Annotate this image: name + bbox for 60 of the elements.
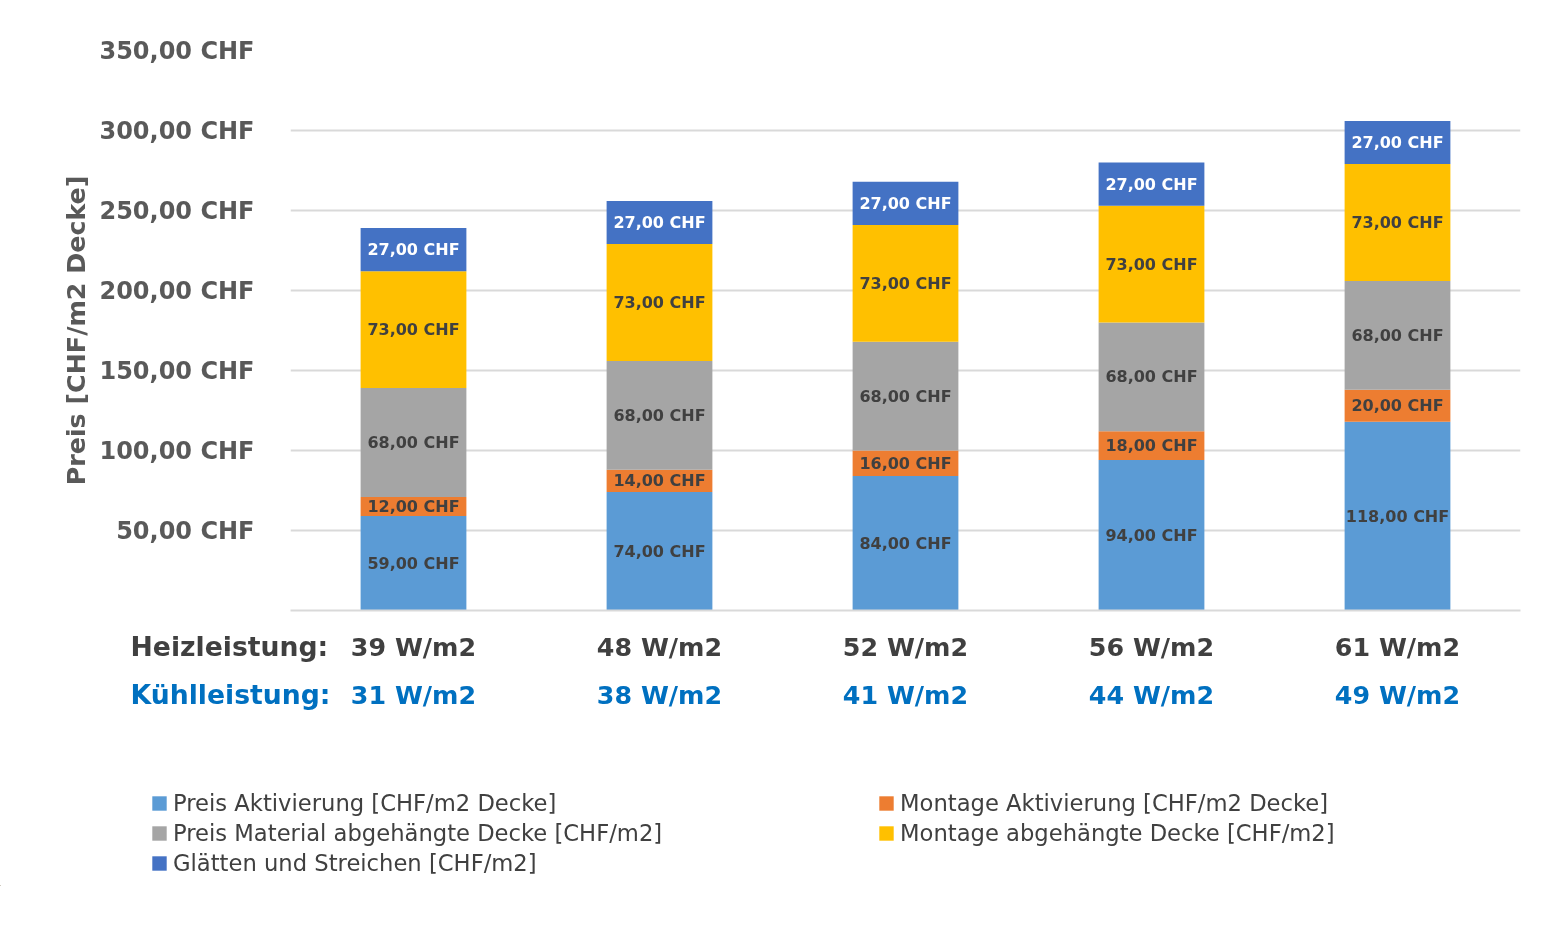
data-label: 73,00 CHF — [1105, 254, 1198, 274]
legend-label: Montage Aktivierung [CHF/m2 Decke] — [900, 790, 1330, 816]
data-label: 68,00 CHF — [613, 405, 706, 425]
data-label: 68,00 CHF — [1351, 325, 1444, 345]
data-label: 74,00 CHF — [613, 541, 706, 561]
data-label: 68,00 CHF — [367, 433, 460, 452]
category-label: 48 W/m2 38 W/m2 — [596, 631, 723, 710]
bar — [1344, 421, 1451, 611]
data-label: 73,00 CHF — [859, 273, 952, 293]
data-label: 18,00 CHF — [1105, 436, 1198, 456]
data-label: 27,00 CHF — [367, 240, 460, 260]
legend-label: Preis Aktivierung [CHF/m2 Decke] — [173, 790, 558, 816]
category-label: 61 W/m2 49 W/m2 — [1334, 631, 1461, 710]
bar — [606, 244, 713, 361]
bar — [1098, 322, 1205, 432]
bar — [852, 476, 959, 611]
y-tick-label: 250,00 CHF — [99, 196, 255, 225]
bar — [606, 360, 713, 470]
y-axis-title: Preis [CHF/m2 Decke] — [61, 175, 92, 486]
category-label: 52 W/m2 41 W/m2 — [842, 631, 969, 710]
data-label: 16,00 CHF — [859, 453, 952, 473]
data-label: 84,00 CHF — [859, 533, 952, 553]
legend-label: Montage abgehängte Decke [CHF/m2] — [900, 820, 1336, 846]
data-label: 12,00 CHF — [367, 497, 460, 516]
bar — [1098, 460, 1205, 611]
data-label: 20,00 CHF — [1351, 396, 1444, 416]
legend-label: Preis Material abgehängte Decke [CHF/m2] — [173, 820, 664, 846]
bar — [360, 516, 467, 611]
y-tick-label: 50,00 CHF — [116, 516, 255, 545]
bar — [1344, 164, 1451, 281]
data-label: 59,00 CHF — [367, 553, 460, 573]
y-tick-label: 300,00 CHF — [99, 116, 255, 145]
bar — [606, 492, 713, 611]
data-label: 27,00 CHF — [613, 213, 706, 232]
data-label: 14,00 CHF — [613, 471, 706, 491]
data-label: 118,00 CHF — [1345, 506, 1450, 526]
data-label: 27,00 CHF — [1105, 174, 1198, 194]
bar — [1098, 205, 1205, 323]
data-label: 73,00 CHF — [367, 320, 460, 340]
y-tick-label: 200,00 CHF — [99, 276, 255, 305]
category-label: 39 W/m2 31 W/m2 — [350, 631, 477, 710]
y-tick-label: 350,00 CHF — [99, 36, 255, 65]
data-label: 73,00 CHF — [613, 293, 706, 312]
data-label: 27,00 CHF — [859, 193, 952, 213]
bar — [852, 341, 959, 451]
category-label: 56 W/m2 44 W/m2 — [1088, 631, 1215, 710]
y-tick-label: 100,00 CHF — [99, 436, 255, 465]
legend-label: Glätten und Streichen [CHF/m2] — [173, 850, 538, 876]
data-label: 68,00 CHF — [859, 386, 952, 406]
text: Heizleistung: — [130, 631, 329, 662]
data-label: 73,00 CHF — [1351, 213, 1444, 232]
text: Kühlleistung: — [130, 679, 331, 710]
data-label: 68,00 CHF — [1105, 367, 1198, 387]
bar — [360, 271, 467, 389]
data-label: 27,00 CHF — [1351, 133, 1444, 152]
data-label: 94,00 CHF — [1105, 525, 1198, 545]
y-tick-label: 150,00 CHF — [99, 356, 255, 385]
bar — [852, 224, 959, 342]
bar — [360, 388, 467, 497]
bar — [1344, 280, 1451, 390]
